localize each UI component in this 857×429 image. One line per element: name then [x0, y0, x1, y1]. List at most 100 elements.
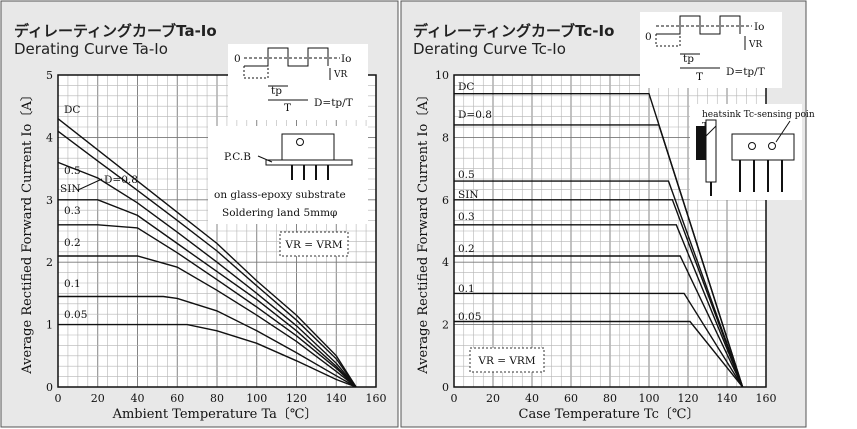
- right-tc-arrow: [705, 125, 717, 137]
- left-series-label-2: 0.5: [64, 165, 81, 177]
- left-package-body: [281, 133, 335, 161]
- right-x-tick-label: 80: [603, 392, 617, 405]
- right-package-front: [731, 133, 795, 161]
- right-x-tick-label: 20: [486, 392, 500, 405]
- left-x-tick-label: 80: [210, 392, 224, 405]
- right-wave-tp: tp: [683, 53, 694, 65]
- right-series-labels: DC D=0.8 0.5 SIN 0.3 0.2 0.1 0.05: [458, 81, 492, 323]
- left-waveform-current: [244, 47, 329, 67]
- left-waveform-inset: Io 0 VR tp T D=tp/T: [228, 44, 368, 120]
- right-series-group: [454, 92, 744, 388]
- right-condition-box: VR = VRM: [469, 347, 545, 373]
- right-series-line-4: [454, 224, 744, 388]
- right-x-tick-label: 160: [756, 392, 777, 405]
- left-wave-t: T: [284, 102, 291, 114]
- right-series-line-5: [454, 255, 744, 388]
- right-waveform-current: [656, 15, 741, 35]
- left-x-tick-label: 120: [286, 392, 307, 405]
- left-series-label-5: 0.2: [64, 237, 81, 249]
- right-heatsink-label: heatsink Tc-sensing poin: [702, 110, 815, 120]
- right-y-tick-label: 10: [435, 69, 449, 82]
- right-waveform-voltage: [655, 34, 681, 47]
- right-y-tick-label: 2: [442, 319, 449, 332]
- left-wave-tp: tp: [271, 85, 282, 97]
- right-package-side: [705, 119, 717, 183]
- left-series-line-7: [58, 323, 357, 388]
- right-waveform-inset: Io 0 VR tp T D=tp/T: [640, 12, 782, 88]
- left-x-tick-label: 60: [170, 392, 184, 405]
- left-substrate-line2: Soldering land 5mmφ: [222, 207, 337, 219]
- right-series-line-6: [454, 292, 744, 388]
- left-condition-box: VR = VRM: [279, 231, 349, 257]
- left-series-line-2: [57, 161, 357, 388]
- right-y-tick-label: 4: [442, 256, 449, 269]
- right-wave-vr: VR: [748, 40, 762, 50]
- left-condition-frame: [279, 231, 349, 257]
- right-wave-t: T: [696, 71, 703, 83]
- left-series-label-7: 0.05: [64, 309, 87, 321]
- right-axes-frame: [453, 74, 767, 388]
- left-x-tick-label: 140: [326, 392, 347, 405]
- left-package-hole-icon: [296, 138, 304, 146]
- left-axes-frame: [57, 74, 377, 388]
- left-y-tick-label: 1: [46, 319, 53, 332]
- left-x-axis-label: Ambient Temperature Ta〔℃〕: [112, 407, 318, 422]
- left-d-callout-arrow: [77, 178, 103, 191]
- right-series-line-3: [454, 199, 744, 388]
- left-series-group: [57, 118, 357, 388]
- right-x-tick-label: 140: [717, 392, 738, 405]
- left-wave-io: Io: [341, 53, 351, 65]
- right-heatsink-inset: heatsink Tc-sensing poin Tc: [690, 104, 815, 200]
- right-series-label-1: D=0.8: [458, 109, 492, 121]
- left-waveform-box: [228, 44, 368, 120]
- right-title: ディレーティングカーブTc-Io: [413, 22, 614, 40]
- right-y-tick-label: 6: [442, 194, 449, 207]
- left-series-line-5: [58, 255, 357, 388]
- right-sensing-arrow: [775, 120, 791, 143]
- left-y-axis-label: Average Rectified Forward Current Io〔A〕: [20, 88, 35, 374]
- left-substrate-line1: on glass-epoxy substrate: [214, 189, 346, 201]
- left-series-line-3: [58, 199, 357, 388]
- right-series-label-2: 0.5: [458, 169, 475, 181]
- left-y-tick-label: 3: [46, 194, 53, 207]
- left-pcb-inset: P.C.B on glass-epoxy substrate Soldering…: [208, 126, 368, 224]
- right-y-axis-label: Average Rectified Forward Current Io〔A〕: [416, 88, 431, 374]
- left-wave-vr: VR: [333, 70, 347, 80]
- left-series-label-6: 0.1: [64, 278, 81, 290]
- left-x-tick-label: 20: [91, 392, 105, 405]
- right-series-label-4: 0.3: [458, 211, 475, 223]
- left-y-tick-label: 0: [46, 381, 53, 394]
- right-series-line-7: [454, 320, 744, 388]
- right-x-tick-label: 40: [525, 392, 539, 405]
- right-series-label-3: SIN: [458, 189, 479, 201]
- right-condition-frame: [469, 347, 545, 373]
- left-tick-labels: 0 20 40 60 80 100 120 140 160 0 1 2 3 4 5: [46, 69, 387, 405]
- left-pcb-arrow: [257, 155, 273, 163]
- right-series-line-2: [454, 180, 744, 388]
- left-series-label-0: DC: [64, 104, 80, 116]
- left-series-line-0: [57, 118, 357, 388]
- left-title: ディレーティングカーブTa-Io: [14, 22, 217, 40]
- left-subtitle: Derating Curve Ta-Io: [14, 40, 168, 58]
- left-y-tick-label: 2: [46, 256, 53, 269]
- left-series-line-6: [58, 295, 357, 388]
- right-wave-io: Io: [754, 21, 764, 33]
- left-d-callout: D=0.8: [104, 174, 138, 186]
- left-wave-formula: D=tp/T: [314, 97, 353, 109]
- left-y-tick-label: 5: [46, 69, 53, 82]
- right-x-axis-label: Case Temperature Tc〔℃〕: [519, 407, 700, 422]
- right-sensing-point-icon: [768, 142, 776, 150]
- right-x-tick-label: 60: [564, 392, 578, 405]
- left-x-tick-label: 0: [55, 392, 62, 405]
- left-y-tick-label: 4: [46, 131, 53, 144]
- right-package-hole-icon: [748, 142, 756, 150]
- left-series-line-4: [58, 224, 357, 388]
- right-y-tick-label: 8: [442, 131, 449, 144]
- right-x-tick-label: 0: [451, 392, 458, 405]
- left-condition-text: VR = VRM: [284, 239, 342, 251]
- left-pcb-board: [265, 159, 353, 166]
- left-series-label-4: 0.3: [64, 205, 81, 217]
- left-series-labels: DC 0.5 SIN 0.3 0.2 0.1 0.05: [60, 104, 87, 321]
